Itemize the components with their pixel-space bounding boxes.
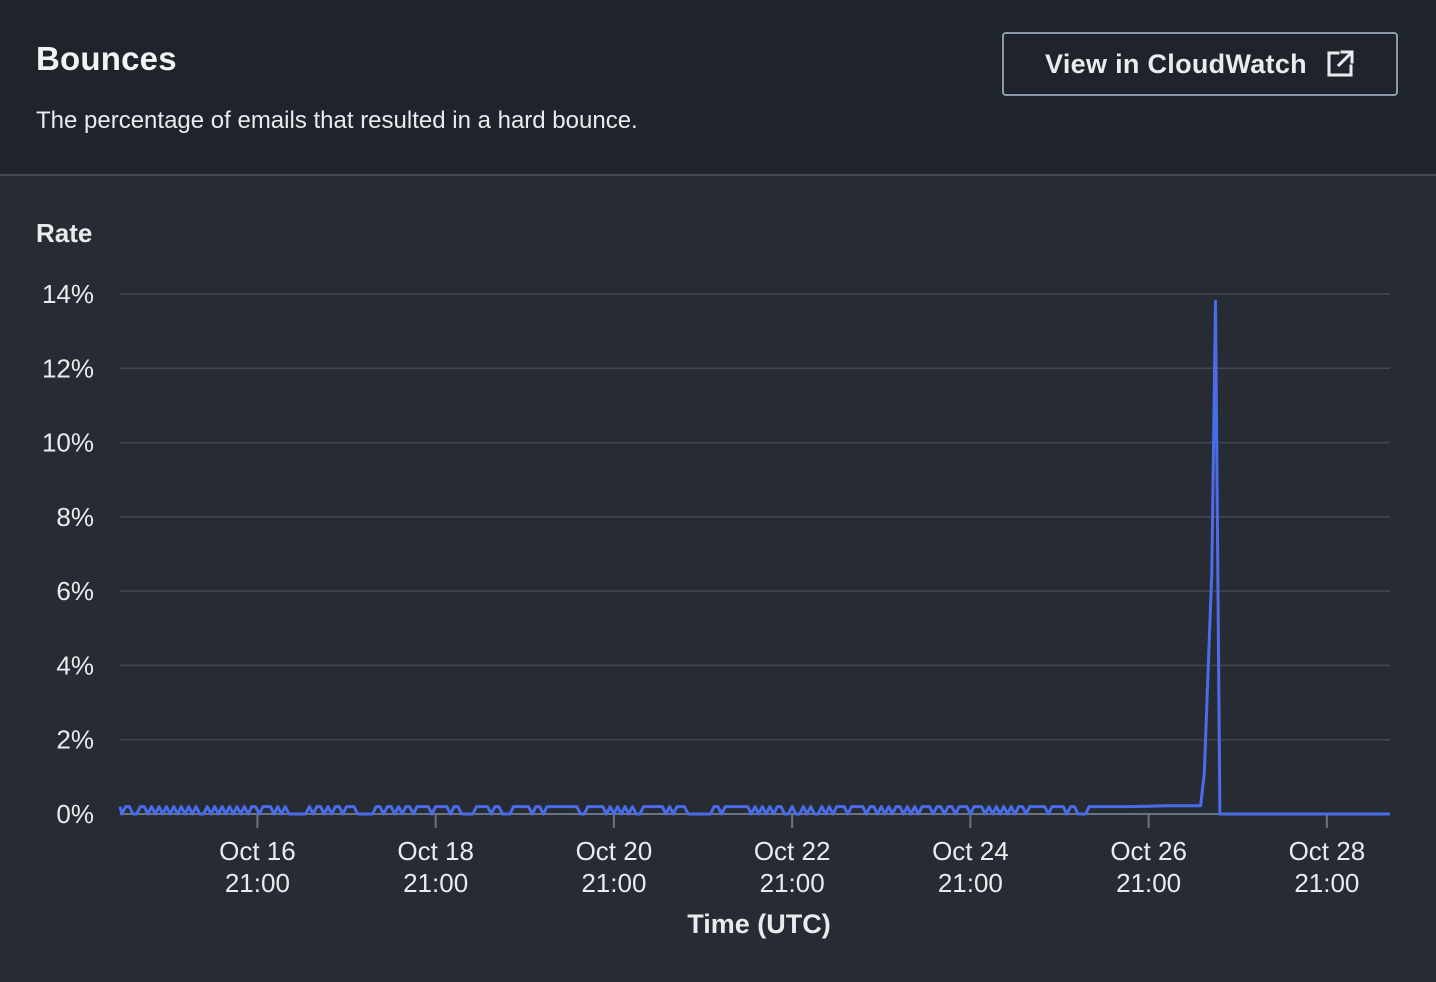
- x-tick-time-label: 21:00: [1294, 868, 1359, 898]
- y-axis-ticks: 0% 2% 4% 6% 8% 10% 12% 14%: [42, 279, 94, 829]
- y-tick-label: 12%: [42, 353, 94, 383]
- external-link-icon: [1325, 49, 1355, 79]
- y-tick-label: 14%: [42, 279, 94, 309]
- x-tick-date-label: Oct 18: [397, 836, 474, 866]
- widget-description: The percentage of emails that resulted i…: [36, 107, 638, 134]
- y-tick-label: 8%: [56, 502, 94, 532]
- widget-title: Bounces: [36, 40, 177, 77]
- gridlines: [120, 293, 1390, 815]
- view-in-cloudwatch-label: View in CloudWatch: [1045, 48, 1307, 79]
- x-tick-date-label: Oct 22: [754, 836, 831, 866]
- y-tick-label: 0%: [56, 799, 94, 829]
- y-tick-label: 4%: [56, 650, 94, 680]
- view-in-cloudwatch-button[interactable]: View in CloudWatch: [1002, 32, 1398, 96]
- line-chart: Rate 0%2%4%6%8%10%12%14% Oct 1621:00Oct …: [36, 218, 1390, 939]
- x-axis-title: Time (UTC): [687, 909, 831, 939]
- y-tick-label: 6%: [56, 576, 94, 606]
- y-axis-title: Rate: [36, 218, 92, 248]
- x-tick-date-label: Oct 24: [932, 836, 1009, 866]
- x-tick-date-label: Oct 16: [219, 836, 296, 866]
- x-tick-time-label: 21:00: [225, 868, 290, 898]
- bounce-rate-series-line: [118, 299, 1390, 816]
- x-tick-date-label: Oct 26: [1110, 836, 1187, 866]
- x-tick-time-label: 21:00: [581, 868, 646, 898]
- x-tick-date-label: Oct 28: [1289, 836, 1366, 866]
- widget-header: Bounces The percentage of emails that re…: [0, 0, 1436, 176]
- x-tick-time-label: 21:00: [760, 868, 825, 898]
- x-tick-time-label: 21:00: [938, 868, 1003, 898]
- bounce-rate-chart: Rate 0% 2% 4% 6% 8% 10% 12% 14% Oct 16 21:00 Oct …: [0, 176, 1436, 982]
- y-tick-label: 2%: [56, 725, 94, 755]
- x-tick-time-label: 21:00: [403, 868, 468, 898]
- series-layer: [118, 299, 1390, 816]
- x-tick-time-label: 21:00: [1116, 868, 1181, 898]
- y-tick-label: 10%: [42, 428, 94, 458]
- x-tick-date-label: Oct 20: [576, 836, 653, 866]
